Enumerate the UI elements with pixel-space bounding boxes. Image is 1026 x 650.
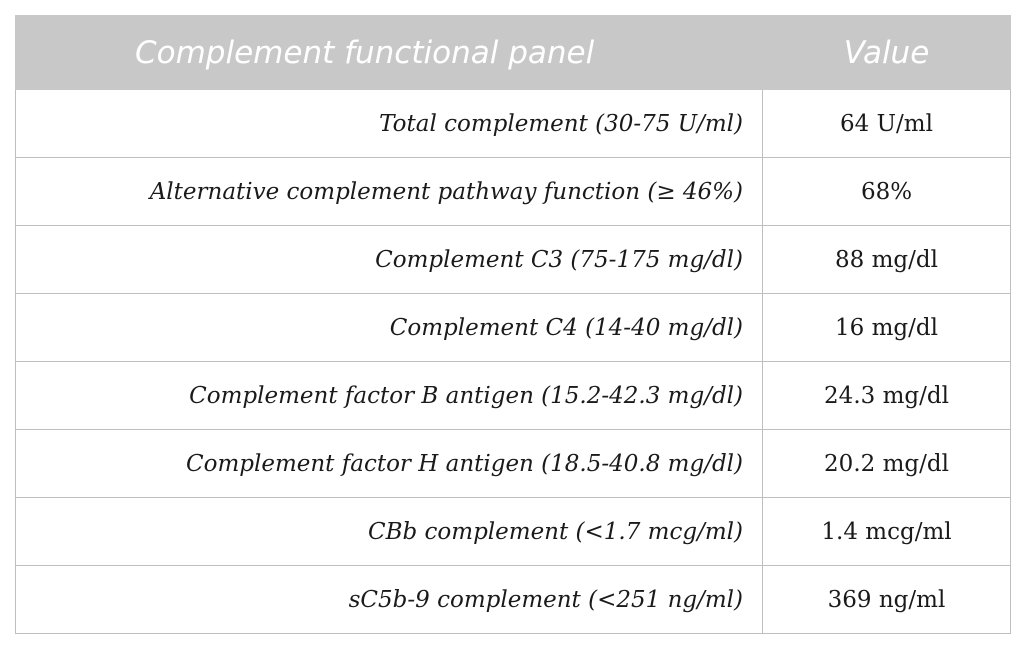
table-row: Complement factor H antigen (18.5-40.8 m… (15, 429, 1011, 498)
row-parameter: sC5b-9 complement (<251 ng/ml) (15, 565, 763, 634)
row-parameter: CBb complement (<1.7 mcg/ml) (15, 497, 763, 566)
table-row: sC5b-9 complement (<251 ng/ml) 369 ng/ml (15, 565, 1011, 634)
row-value: 20.2 mg/dl (762, 429, 1011, 498)
header-value: Value (762, 15, 1011, 90)
table-header-row: Complement functional panel Value (15, 15, 1011, 90)
row-parameter: Alternative complement pathway function … (15, 157, 763, 226)
row-parameter: Total complement (30-75 U/ml) (15, 89, 763, 158)
header-parameter: Complement functional panel (15, 15, 763, 90)
table-row: CBb complement (<1.7 mcg/ml) 1.4 mcg/ml (15, 497, 1011, 566)
row-value: 68% (762, 157, 1011, 226)
row-parameter: Complement factor H antigen (18.5-40.8 m… (15, 429, 763, 498)
complement-panel-table: Complement functional panel Value Total … (15, 15, 1011, 634)
table-row: Alternative complement pathway function … (15, 157, 1011, 226)
row-value: 88 mg/dl (762, 225, 1011, 294)
row-value: 24.3 mg/dl (762, 361, 1011, 430)
table-row: Complement C3 (75-175 mg/dl) 88 mg/dl (15, 225, 1011, 294)
row-parameter: Complement C3 (75-175 mg/dl) (15, 225, 763, 294)
row-parameter: Complement C4 (14-40 mg/dl) (15, 293, 763, 362)
table-row: Complement factor B antigen (15.2-42.3 m… (15, 361, 1011, 430)
row-value: 16 mg/dl (762, 293, 1011, 362)
table-row: Total complement (30-75 U/ml) 64 U/ml (15, 89, 1011, 158)
table-row: Complement C4 (14-40 mg/dl) 16 mg/dl (15, 293, 1011, 362)
row-parameter: Complement factor B antigen (15.2-42.3 m… (15, 361, 763, 430)
row-value: 1.4 mcg/ml (762, 497, 1011, 566)
row-value: 64 U/ml (762, 89, 1011, 158)
row-value: 369 ng/ml (762, 565, 1011, 634)
